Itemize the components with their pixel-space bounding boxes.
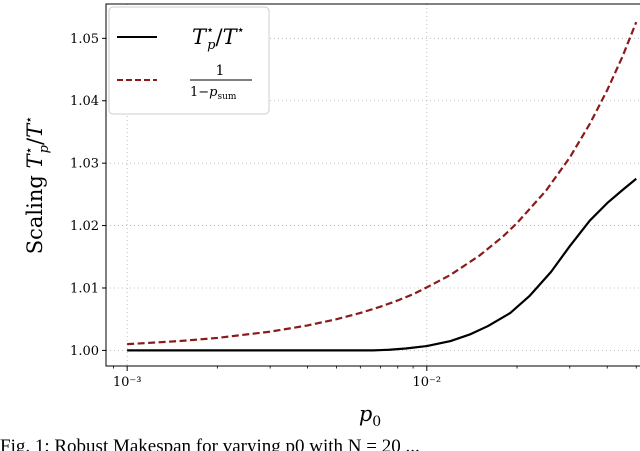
legend-frac-numerator: 1 xyxy=(216,63,225,79)
y-tick-label: 1.05 xyxy=(70,32,99,47)
x-axis: 10⁻³ 10⁻² xyxy=(113,366,637,390)
scaling-line-chart: 1.00 1.01 1.02 1.03 1.04 1.05 10⁻³ 10⁻² p0 Sca… xyxy=(22,3,640,430)
x-tick-label: 10⁻³ xyxy=(113,375,142,390)
y-tick-label: 1.01 xyxy=(70,281,99,296)
series-line-ratio xyxy=(127,177,637,352)
legend: T⋆ p/T⋆ 1 1−psum xyxy=(108,6,270,115)
legend-label-ratio: T⋆ p/T⋆ xyxy=(192,23,245,53)
series-layer xyxy=(127,21,638,352)
legend-frac-denominator: 1−psum xyxy=(190,85,237,102)
plot-frame xyxy=(105,3,640,367)
x-tick-label: 10⁻² xyxy=(412,375,441,390)
legend-box xyxy=(108,6,270,115)
y-tick-label: 1.03 xyxy=(70,157,99,172)
y-tick-label: 1.00 xyxy=(70,344,99,359)
x-axis-label: p0 xyxy=(359,402,381,430)
y-axis: 1.00 1.01 1.02 1.03 1.04 1.05 xyxy=(70,32,106,359)
figure-caption: Fig. 1: Robust Makespan for varying p0 w… xyxy=(0,436,420,451)
series-line-inverse-psum xyxy=(127,21,638,346)
y-tick-label: 1.02 xyxy=(70,219,99,234)
y-axis-label: Scaling T⋆p/T⋆ xyxy=(22,116,52,254)
y-tick-label: 1.04 xyxy=(70,94,99,109)
